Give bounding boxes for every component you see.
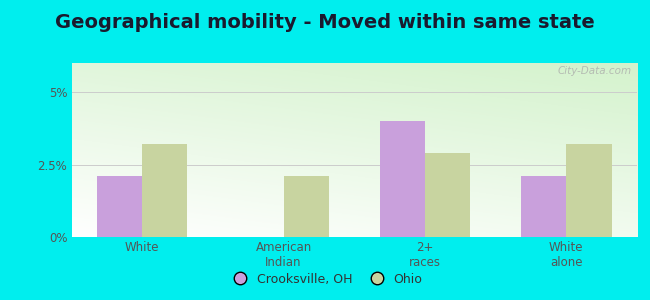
Bar [97, 176, 142, 237]
Bar [283, 176, 329, 237]
Bar [566, 144, 612, 237]
Text: Geographical mobility - Moved within same state: Geographical mobility - Moved within sam… [55, 14, 595, 32]
Bar [142, 144, 187, 237]
Bar [380, 121, 425, 237]
Bar [425, 153, 470, 237]
Text: City-Data.com: City-Data.com [557, 67, 631, 76]
Legend: Crooksville, OH, Ohio: Crooksville, OH, Ohio [223, 268, 427, 291]
Bar [521, 176, 566, 237]
